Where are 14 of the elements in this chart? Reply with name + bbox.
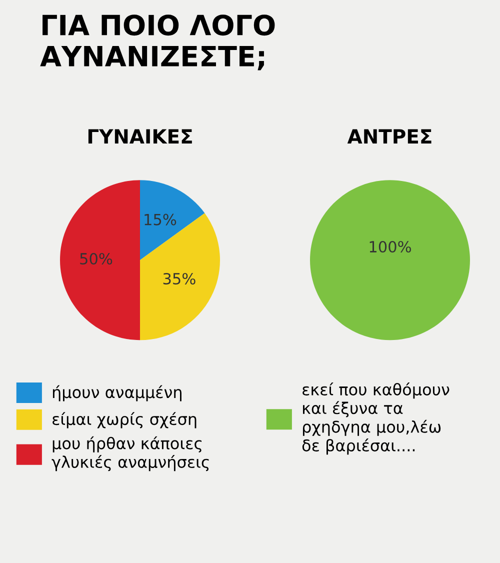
pie-slice [140, 213, 220, 340]
data-label: 100% [370, 240, 411, 253]
chart-subtitle: ΑΝΤΡΕΣ [347, 129, 432, 144]
pie-slice [140, 180, 205, 260]
legend-label: ήμουν αναμμένη [52, 385, 182, 402]
legend-label: είμαι χωρίς σχέση [52, 412, 196, 428]
data-label: 35% [163, 272, 196, 285]
chart-title: ΓΙΑ ΠΟΙΟ ΛΟΓΟ ΑΥΝΑΝΙΖΕΣΤΕ; [40, 14, 275, 70]
legend-label: εκεί που καθόμουν και έξυνα τα ρχηδγηα μου,λέω δε βαριέσαι.... [302, 382, 450, 455]
legend-label: μου ήρθαν κάποιες γλυκιές αναμνήσεις [52, 436, 209, 472]
data-label: 15% [144, 214, 176, 226]
pie-slice [60, 180, 140, 340]
data-label: 50% [80, 252, 112, 265]
chart-subtitle: ΓΥΝΑΙΚΕΣ [88, 129, 192, 144]
